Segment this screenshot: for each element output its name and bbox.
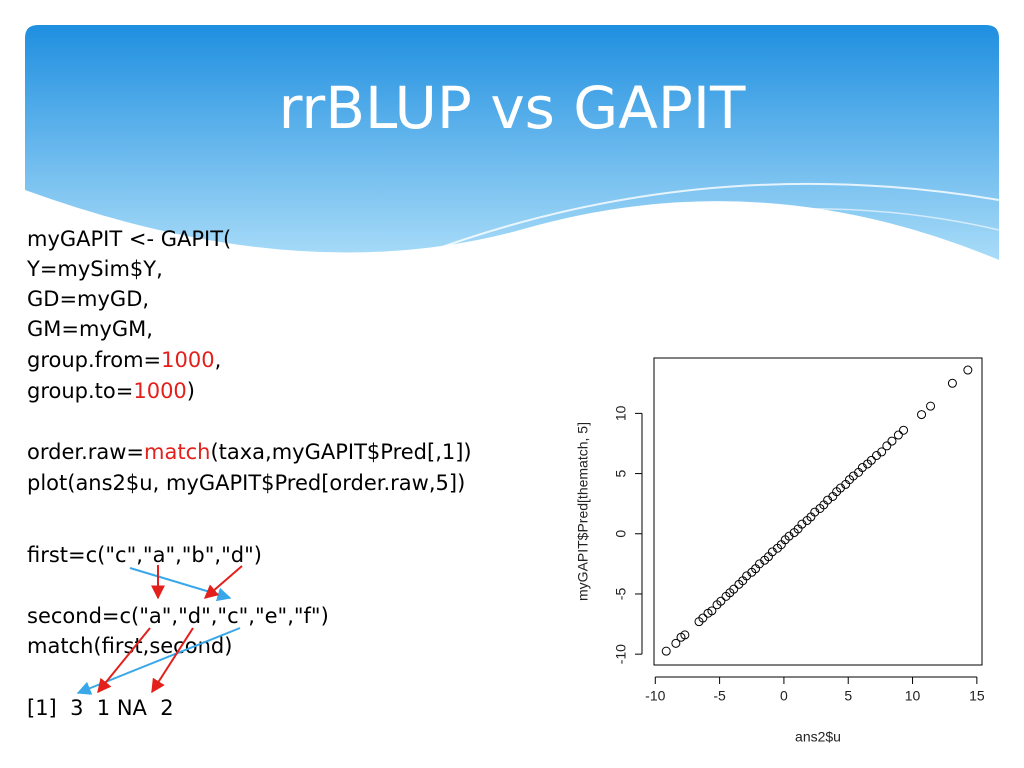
point — [963, 365, 973, 375]
code-line: myGAPIT <- GAPIT( — [27, 227, 231, 251]
point — [716, 596, 726, 606]
code-text: , — [215, 348, 222, 372]
x-tick-label: -10 — [645, 688, 665, 704]
point — [661, 646, 671, 656]
arrows — [76, 565, 243, 695]
code-text: plot(ans2$u, myGAPIT$Pred[order.raw,5]) — [27, 471, 465, 495]
arrow — [97, 627, 151, 694]
point — [899, 425, 909, 435]
code-line: first=c("c","a","b","d") — [27, 543, 262, 567]
code-text: GM=myGM, — [27, 317, 153, 341]
code-text: group.to= — [27, 379, 133, 403]
x-axis-label: ans2$u — [795, 729, 841, 745]
point — [680, 630, 690, 640]
code-text: ) — [187, 379, 195, 403]
point — [671, 638, 681, 648]
code-line: GM=myGM, — [27, 317, 153, 341]
point — [866, 455, 876, 465]
point — [698, 613, 708, 623]
code-line: GD=myGD, — [27, 287, 149, 311]
code-text: Y=mySim$Y, — [26, 257, 163, 281]
code-text: second=c("a","d","c","e","f") — [27, 604, 329, 628]
code-line: Y=mySim$Y, — [26, 257, 163, 281]
code-highlight: match — [144, 440, 210, 464]
code-line: second=c("a","d","c","e","f") — [27, 604, 329, 628]
arrow — [203, 565, 243, 599]
x-tick-label: -5 — [713, 688, 726, 704]
code-block: myGAPIT <- GAPIT( Y=mySim$Y, GD=myGD, GM=my… — [26, 227, 472, 720]
code-line: order.raw=match(taxa,myGAPIT$Pred[,1]) — [27, 440, 472, 464]
arrow — [129, 567, 232, 602]
scatter-plot: -10 -5 0 5 10 15 -10 -5 0 5 10 ans2$u myGAPIT$Pred[t… — [575, 357, 985, 745]
header-wave — [419, 182, 1000, 256]
code-highlight: 1000 — [161, 348, 214, 372]
x-tick-label: 5 — [844, 688, 852, 704]
code-line: [1] 3 1 NA 2 — [27, 696, 174, 720]
code-text: GD=myGD, — [27, 287, 149, 311]
code-text: (taxa,myGAPIT$Pred[,1]) — [210, 440, 471, 464]
header-band — [25, 25, 999, 260]
x-tick-label: 10 — [905, 688, 921, 704]
code-line: plot(ans2$u, myGAPIT$Pred[order.raw,5]) — [27, 471, 465, 495]
header-wave — [499, 207, 1000, 263]
code-text: [1] 3 1 NA 2 — [27, 696, 174, 720]
code-highlight: 1000 — [133, 379, 186, 403]
y-tick-label: 0 — [613, 530, 629, 538]
point — [729, 584, 739, 594]
point — [877, 447, 887, 457]
code-text: group.from= — [27, 348, 161, 372]
point — [707, 606, 717, 616]
point — [882, 441, 892, 451]
slide-title: rrBLUP vs GAPIT — [279, 74, 746, 142]
code-line: group.to=1000) — [27, 379, 195, 403]
arrow — [151, 627, 194, 694]
code-line: group.from=1000, — [27, 348, 221, 372]
point — [887, 436, 897, 446]
code-text: myGAPIT <- GAPIT( — [27, 227, 231, 251]
point — [917, 410, 927, 420]
point — [926, 401, 936, 411]
x-tick-label: 0 — [780, 688, 788, 704]
point — [893, 430, 903, 440]
y-axis-label: myGAPIT$Pred[thematch, 5] — [575, 422, 591, 601]
y-tick-label: 10 — [613, 405, 629, 421]
point — [947, 378, 957, 388]
x-tick-label: 15 — [969, 688, 985, 704]
code-text: first=c("c","a","b","d") — [27, 543, 262, 567]
plot-frame — [653, 357, 983, 666]
y-tick-label: 5 — [613, 469, 629, 477]
y-tick-label: -10 — [613, 644, 629, 664]
code-text: order.raw= — [27, 440, 144, 464]
y-tick-label: -5 — [613, 588, 629, 601]
